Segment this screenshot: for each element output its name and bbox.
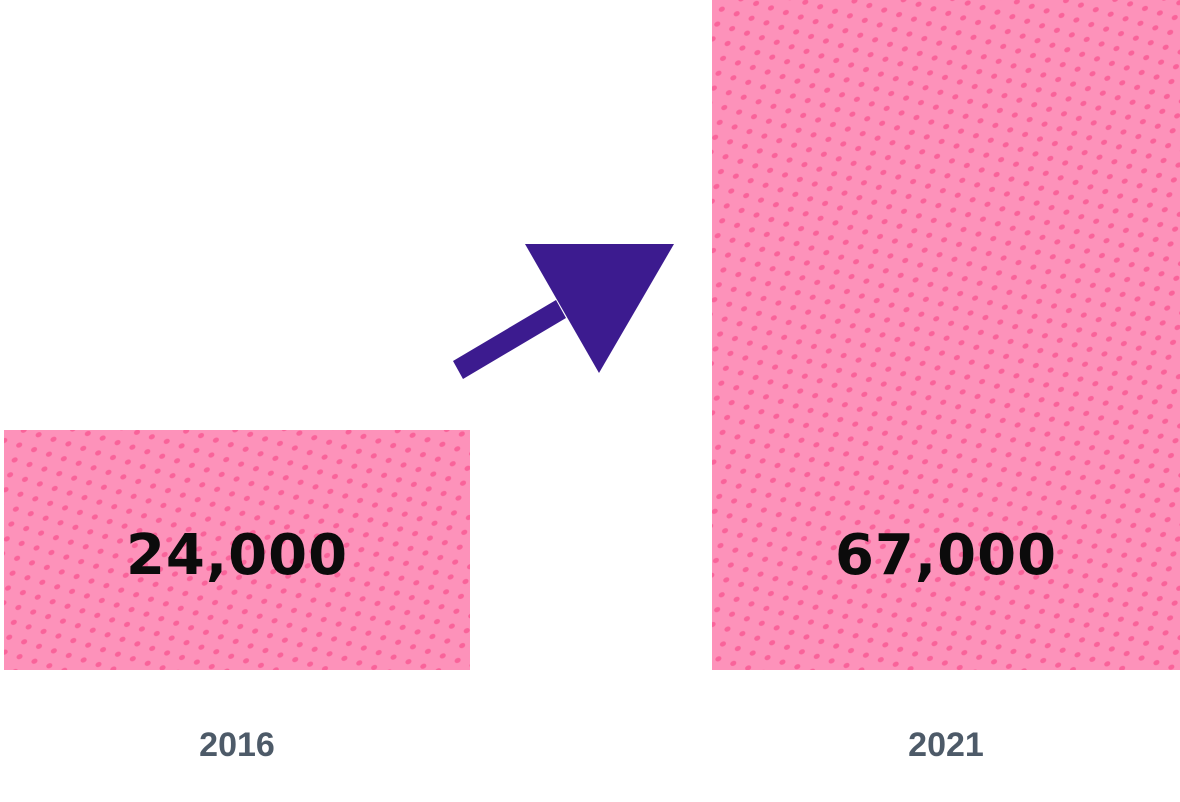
value-label-2016: 24,000 [126, 523, 348, 588]
arrow-head [525, 244, 674, 373]
value-label-2021: 67,000 [835, 523, 1057, 588]
up-right-arrow-icon [453, 244, 674, 379]
category-label-2016: 2016 [199, 726, 275, 764]
arrow-shaft [453, 300, 566, 379]
bar-2021 [712, 0, 1180, 670]
category-labels-group: 2016 2021 [199, 726, 984, 764]
bars-group [4, 0, 1180, 670]
bar-halftone-texture [4, 430, 470, 670]
category-label-2021: 2021 [908, 726, 984, 764]
bar-halftone-texture [712, 0, 1180, 670]
value-labels-group: 24,000 67,000 [126, 523, 1057, 588]
bar-2016 [4, 430, 470, 670]
